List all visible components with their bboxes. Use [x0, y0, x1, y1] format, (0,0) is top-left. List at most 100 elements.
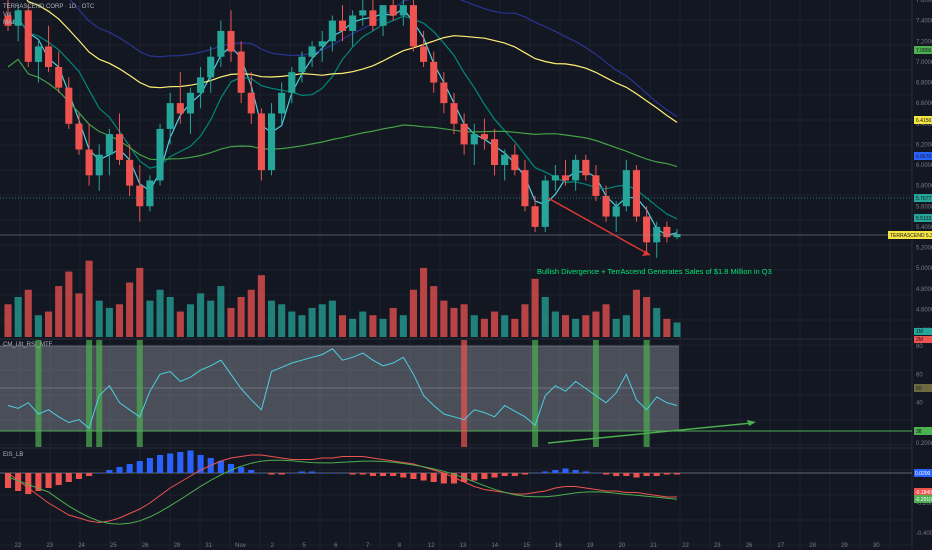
rsi-axis: 806040205038	[914, 344, 932, 435]
volume-bar	[622, 315, 630, 337]
time-tick-label: 14	[491, 543, 498, 549]
price-tag-bg	[914, 214, 932, 222]
price-tick-label: 4.6000	[916, 307, 932, 313]
candle-body	[663, 226, 671, 238]
time-tick-label: 24	[78, 543, 85, 549]
candle-body	[4, 15, 12, 26]
moving-average-line	[26, 0, 678, 123]
macd-histogram-bar	[146, 458, 153, 473]
volume-bar	[166, 297, 174, 337]
candle-body	[359, 10, 367, 16]
candle-body	[470, 134, 478, 145]
time-tick-label: 2	[271, 543, 275, 549]
volume-bar	[663, 318, 671, 337]
rsi-line	[7, 348, 678, 430]
volume-bar	[592, 311, 600, 337]
rsi-highlight-bar	[461, 340, 468, 447]
macd-histogram-bar	[298, 471, 305, 473]
volume-bar	[227, 307, 235, 337]
candle-body	[338, 20, 347, 31]
candle-body	[176, 103, 184, 114]
macd-histogram-bar	[349, 473, 356, 475]
volume-bar	[318, 304, 326, 337]
candle-body	[75, 123, 83, 150]
macd-histogram-bar	[136, 461, 143, 473]
candle-body	[501, 154, 509, 165]
macd-histogram-bar	[643, 473, 650, 476]
macd-histogram-bar	[380, 473, 387, 476]
candle-body	[146, 180, 154, 207]
macd-histogram-bar	[633, 473, 640, 478]
rsi-tag-bg	[914, 427, 932, 435]
rsi-band-background	[0, 346, 679, 431]
volume-bar	[582, 315, 590, 337]
macd-histogram-bar	[521, 473, 528, 475]
volume-bar	[389, 307, 397, 337]
volume-bar	[308, 307, 316, 337]
macd-histogram-bar	[197, 455, 204, 473]
candle-body	[521, 170, 529, 207]
candle-body	[95, 154, 103, 176]
candle-body	[318, 41, 326, 47]
candle-body	[278, 92, 286, 114]
volume-bar	[551, 311, 559, 337]
time-tick-label: 22	[15, 543, 22, 549]
volume-bar	[460, 304, 468, 337]
macd-histogram-bar	[582, 471, 589, 473]
volume-bar	[379, 318, 387, 337]
price-tick-label: 6.0000	[916, 163, 932, 169]
candle-body	[531, 206, 539, 227]
macd-histogram-bar	[288, 473, 295, 474]
volume-bar	[115, 304, 124, 337]
rsi-tag-label: 50	[916, 386, 922, 392]
candle-body	[308, 46, 316, 57]
macd-histogram-bar	[106, 470, 113, 473]
macd-histogram-bar	[339, 473, 346, 474]
macd-axis: 0.20000.0000-0.2000-0.40000.0200-0.1840-…	[914, 441, 932, 537]
rsi-tag-label: 38	[916, 429, 922, 435]
macd-pane-header: EIS_LB	[3, 452, 23, 458]
candle-body	[217, 30, 225, 57]
time-tick-label: 16	[555, 543, 562, 549]
macd-histogram-bar	[369, 473, 376, 476]
macd-histogram-bar	[410, 473, 417, 479]
macd-histogram-bar	[167, 453, 174, 473]
time-tick-label: 8	[398, 543, 402, 549]
price-tag-label: 6.0670	[916, 154, 932, 160]
volume-tag-bg	[914, 336, 932, 343]
rsi-highlight-bar	[96, 340, 103, 447]
candlesticks[interactable]	[4, 0, 681, 258]
time-tick-label: 29	[841, 543, 848, 549]
volume-bar	[511, 318, 519, 337]
time-tick-label: 21	[650, 543, 657, 549]
candle-body	[227, 30, 235, 52]
macd-line	[7, 454, 677, 524]
macd-histogram-bar	[511, 473, 518, 476]
volume-bar	[288, 311, 296, 337]
volume-bar	[480, 318, 488, 337]
volume-bar	[470, 315, 478, 337]
macd-histogram-bar	[329, 473, 336, 474]
macd-histogram-bar	[116, 467, 123, 473]
candle-body	[34, 46, 42, 62]
volume-bar	[75, 293, 83, 337]
volume-bar	[14, 297, 22, 337]
candle-body	[673, 234, 681, 238]
time-tick-label: 23	[46, 543, 53, 549]
volume-bar	[430, 286, 438, 337]
candle-body	[622, 170, 630, 207]
candle-body	[207, 56, 215, 78]
candle-body	[44, 46, 53, 68]
rsi-highlight-bar	[532, 340, 539, 447]
candle-body	[136, 185, 144, 207]
time-tick-label: 25	[110, 543, 117, 549]
rsi-highlight-bar	[643, 340, 650, 447]
candle-body	[541, 180, 549, 227]
signal-line	[7, 459, 678, 525]
symbol-header: TERRASCEND CORP · 1D · OTC	[3, 4, 95, 10]
